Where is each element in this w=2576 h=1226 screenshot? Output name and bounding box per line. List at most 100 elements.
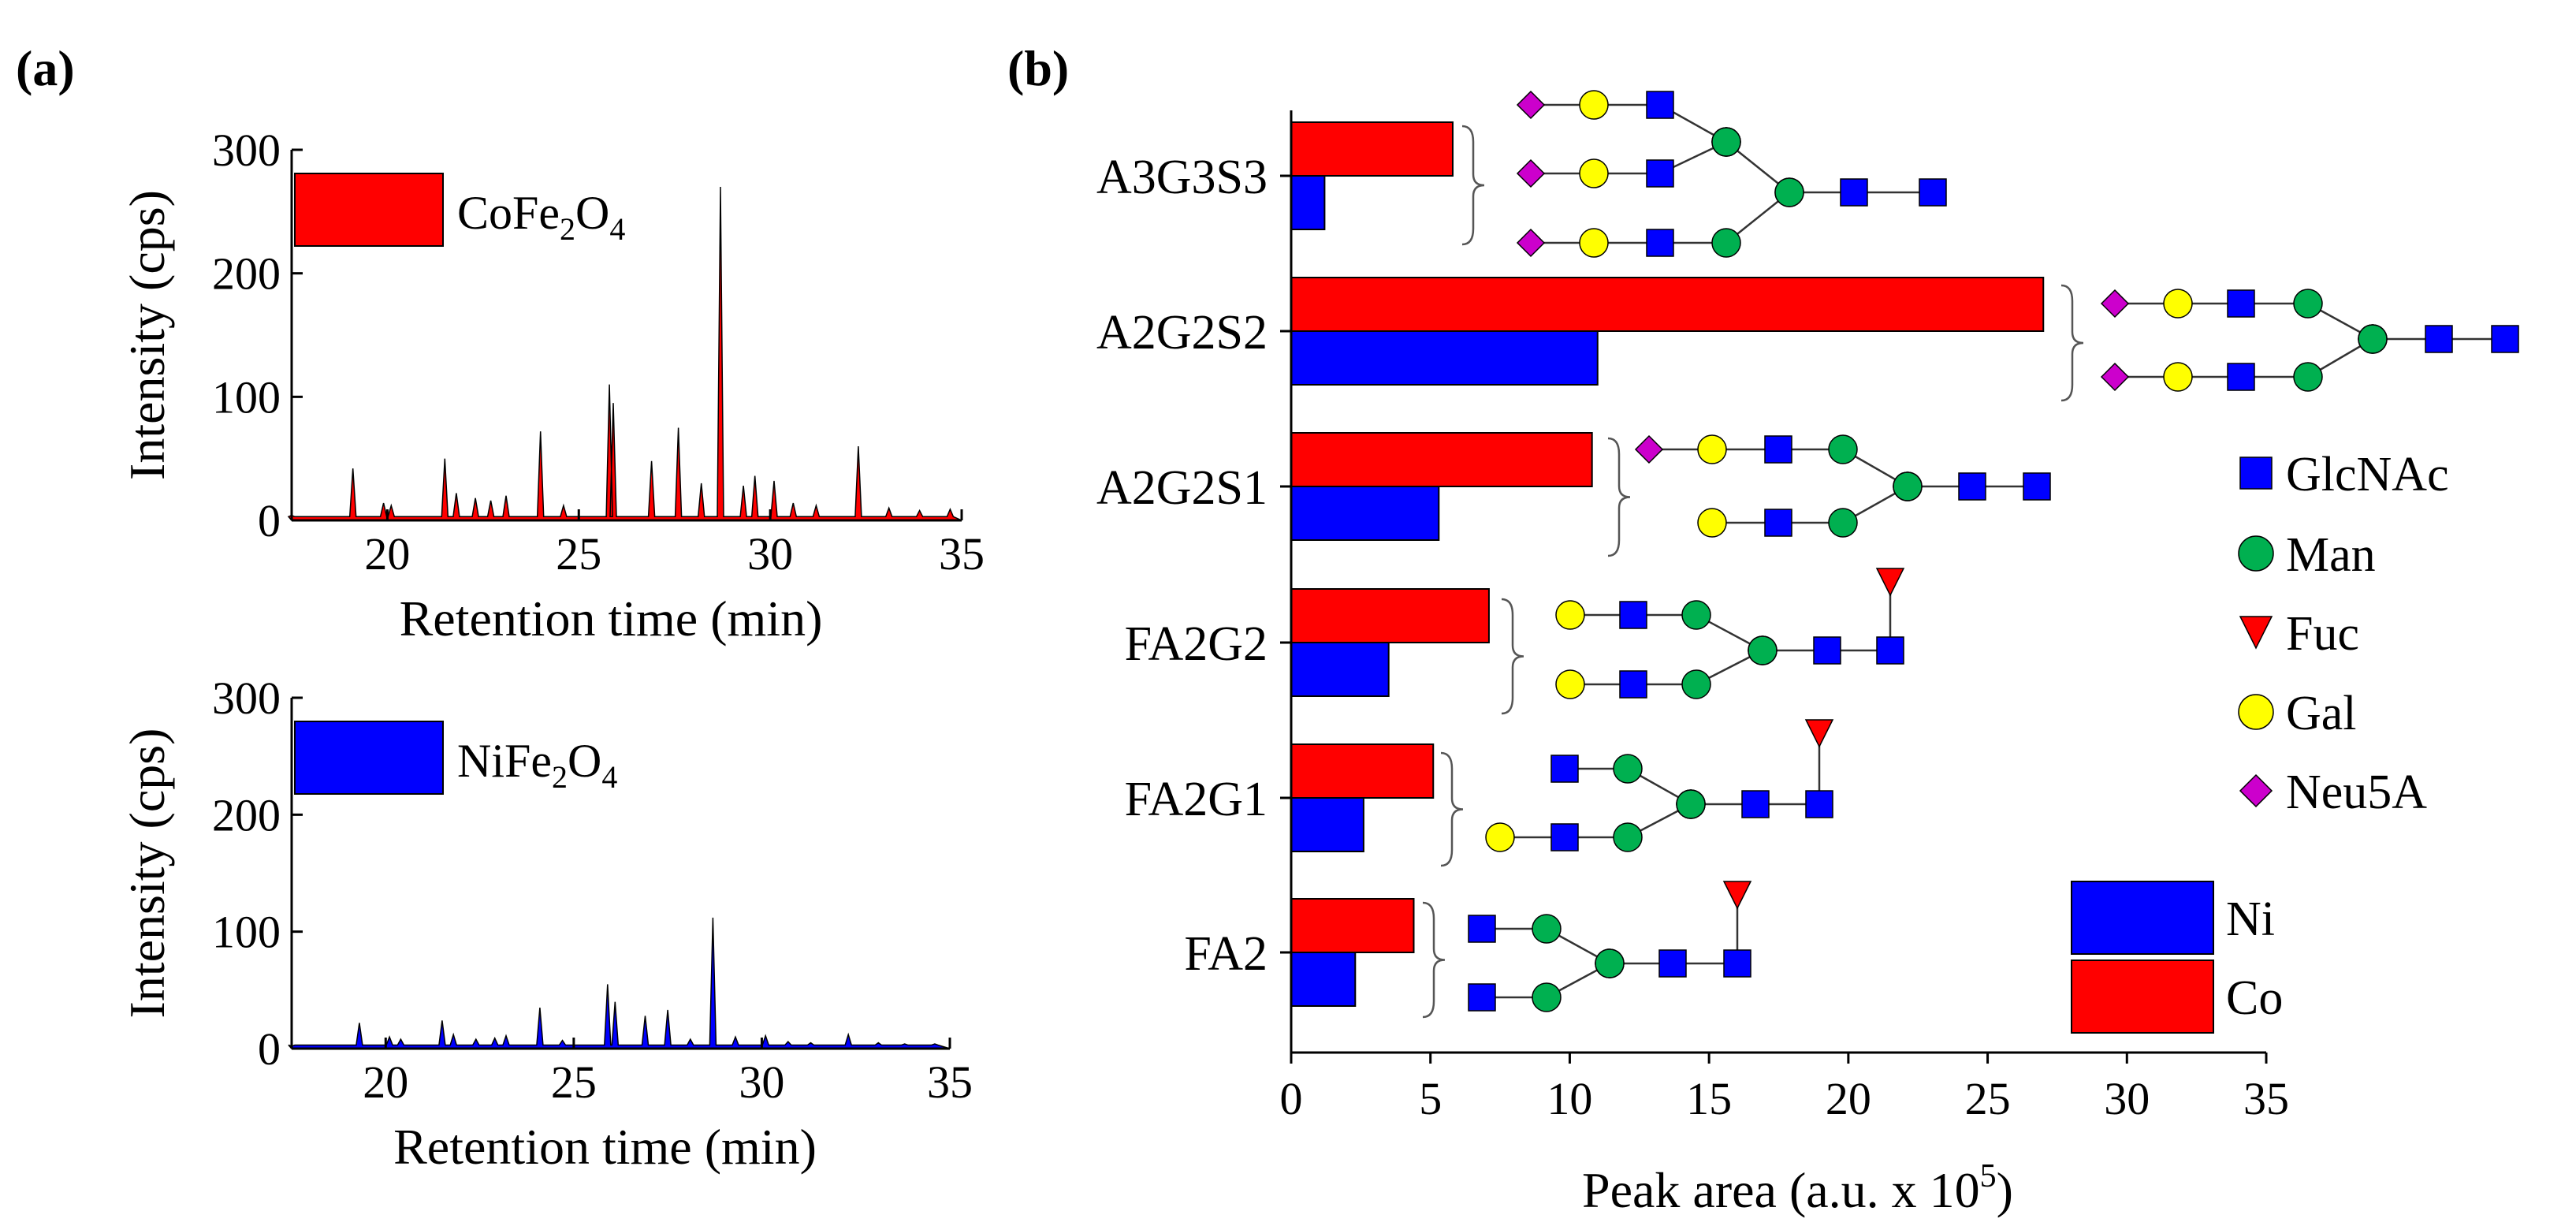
glcnac-square: [1468, 983, 1496, 1012]
glcnac-square: [2227, 289, 2255, 318]
y-axis-label: Intensity (cps): [119, 729, 175, 1019]
x-tick-label: 30: [747, 528, 793, 579]
category-label: FA2: [1184, 927, 1268, 981]
glcnac-square: [1646, 229, 1674, 257]
x-tick-label: 30: [739, 1056, 784, 1108]
glcnac-square: [1619, 670, 1647, 699]
category-label: FA2G1: [1125, 773, 1268, 826]
bar-co: [1290, 277, 2045, 332]
bar-co: [1290, 743, 1435, 799]
x-tick-label: 35: [939, 528, 985, 579]
glcnac-square: [1805, 790, 1833, 818]
x-tick-label: 25: [1965, 1073, 2011, 1124]
x-axis-label: Retention time (min): [393, 1119, 817, 1175]
panel-b-label: (b): [1007, 40, 1069, 96]
fuc-triangle: [2239, 616, 2273, 650]
bar-ni: [1290, 642, 1390, 697]
chromatogram-co-chart: 0 100 200 300 20 25 30 35 Retention time (min) In…: [119, 125, 985, 647]
symbol-legend-label: GlcNAc: [2286, 448, 2449, 501]
glcnac-square: [1919, 178, 1947, 207]
x-axis-label: Peak area (a.u. x 105): [1582, 1158, 2013, 1218]
x-tick-label: 5: [1419, 1073, 1442, 1124]
man-circle: [1828, 508, 1858, 538]
man-circle: [1774, 177, 1804, 207]
neu5a-diamond: [2100, 362, 2130, 392]
legend-label: Co: [2226, 971, 2283, 1025]
glcnac-square: [1764, 435, 1792, 464]
bar-ni: [1290, 330, 1599, 386]
man-circle: [1711, 228, 1741, 258]
glcnac-square: [1468, 915, 1496, 943]
neu5a-diamond: [1634, 434, 1664, 464]
bar-ni: [1290, 952, 1357, 1007]
brace: [1501, 598, 1524, 715]
man-circle: [1681, 600, 1711, 630]
chromatogram-ni-chart: 0 100 200 300 20 25 30 35 Retention time (min) In…: [119, 673, 973, 1175]
brace: [1607, 437, 1631, 557]
fuc-triangle: [1722, 881, 1752, 910]
glcnac-square: [2023, 472, 2051, 501]
legend-label: Ni: [2226, 892, 2275, 946]
brace: [1440, 751, 1464, 867]
gal-circle: [1697, 508, 1727, 538]
symbol-legend-label: Man: [2286, 528, 2376, 582]
bar-ni: [1290, 175, 1326, 230]
signal-trace: [287, 186, 962, 521]
man-circle: [1828, 434, 1858, 464]
y-tick-label: 200: [212, 248, 281, 300]
man-circle: [1681, 669, 1711, 699]
man-circle: [2293, 362, 2323, 392]
panel-a-label: (a): [16, 40, 75, 96]
man-circle: [1748, 635, 1778, 665]
neu5a-diamond: [2239, 773, 2273, 808]
man-circle: [1711, 127, 1741, 157]
brace: [1461, 125, 1485, 246]
glcnac-square: [2239, 456, 2273, 490]
x-tick-label: 20: [1826, 1073, 1871, 1124]
y-tick-label: 300: [212, 673, 281, 724]
neu5a-diamond: [1516, 228, 1546, 258]
man-circle: [2358, 324, 2388, 354]
y-tick-label: 0: [258, 495, 281, 546]
neu5a-diamond: [1516, 90, 1546, 120]
glcnac-square: [2491, 325, 2519, 353]
category-label: A3G3S3: [1096, 151, 1268, 204]
glcnac-square: [1550, 755, 1579, 783]
glcnac-square: [1550, 823, 1579, 851]
x-tick-label: 35: [2243, 1073, 2289, 1124]
x-tick-label: 25: [556, 528, 601, 579]
x-axis-label: Retention time (min): [400, 591, 823, 647]
gal-circle: [2163, 289, 2193, 319]
brace: [2060, 284, 2084, 402]
legend-label: CoFe2O4: [457, 187, 625, 247]
legend-swatch: [2071, 960, 2214, 1034]
x-tick-label: 0: [1280, 1073, 1303, 1124]
man-circle: [1595, 948, 1625, 978]
neu5a-diamond: [1516, 158, 1546, 188]
man-circle: [1613, 754, 1643, 784]
glcnac-square: [2425, 325, 2453, 353]
gal-circle: [1555, 600, 1585, 630]
gal-circle: [1579, 228, 1609, 258]
gal-circle: [2238, 694, 2274, 730]
glcnac-square: [2227, 363, 2255, 391]
glcnac-square: [1658, 949, 1687, 978]
y-tick-label: 300: [212, 125, 281, 176]
category-label: FA2G2: [1125, 617, 1268, 671]
category-label: A2G2S1: [1096, 461, 1268, 515]
symbol-legend: GlcNAc Man Fuc Gal Neu5A: [2238, 448, 2449, 819]
bar-co: [1290, 432, 1593, 487]
symbol-legend-label: Gal: [2286, 687, 2357, 740]
man-circle: [2293, 289, 2323, 319]
bar-co: [1290, 588, 1490, 643]
brace: [1422, 901, 1446, 1019]
x-tick-label: 15: [1686, 1073, 1732, 1124]
gal-circle: [1697, 434, 1727, 464]
y-tick-label: 100: [212, 907, 281, 958]
legend-label: NiFe2O4: [457, 735, 617, 795]
gal-circle: [1579, 158, 1609, 188]
legend-swatch: [2071, 881, 2214, 955]
legend-swatch: [294, 721, 444, 795]
x-tick-label: 10: [1547, 1073, 1592, 1124]
